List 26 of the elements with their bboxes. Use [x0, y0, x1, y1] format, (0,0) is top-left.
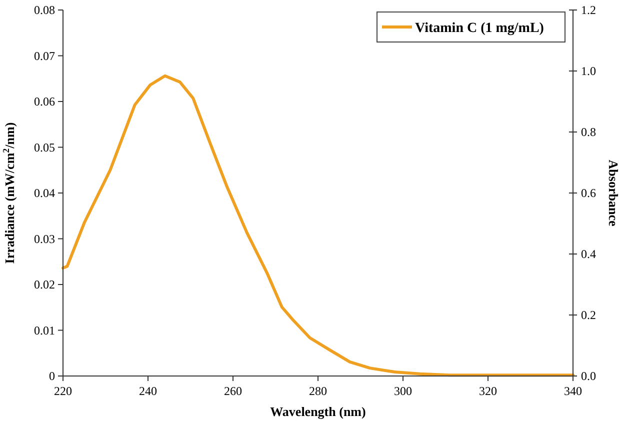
y2-tick-label: 1.2	[581, 3, 596, 17]
y2-tick-label: 0.2	[581, 308, 596, 322]
x-tick-label: 320	[479, 384, 497, 398]
y2-axis-title: Absorbance	[606, 160, 619, 226]
x-tick-label: 340	[564, 384, 582, 398]
y-tick-label: 0.03	[34, 232, 55, 246]
x-axis-title: Wavelength (nm)	[270, 404, 366, 419]
y2-tick-label: 0.8	[581, 125, 596, 139]
x-tick-label: 260	[224, 384, 242, 398]
x-tick-label: 240	[139, 384, 157, 398]
x-tick-label: 220	[54, 384, 72, 398]
legend-label: Vitamin C (1 mg/mL)	[415, 21, 544, 36]
x-tick-label: 300	[394, 384, 412, 398]
y2-tick-label: 0.0	[581, 369, 596, 383]
y2-tick-label: 0.4	[581, 247, 596, 261]
y-tick-label: 0.02	[34, 278, 55, 292]
y2-tick-label: 0.6	[581, 186, 596, 200]
y-tick-label: 0.07	[34, 48, 55, 63]
y-tick-label: 0.04	[34, 186, 55, 200]
y-tick-label: 0.08	[34, 3, 55, 17]
y2-tick-label: 1.0	[581, 64, 596, 78]
y-tick-label: 0.05	[34, 140, 55, 154]
x-tick-label: 280	[309, 384, 327, 398]
y-tick-label: 0.01	[34, 323, 55, 338]
y-tick-label: 0	[49, 369, 55, 383]
y-tick-label: 0.06	[34, 94, 55, 108]
